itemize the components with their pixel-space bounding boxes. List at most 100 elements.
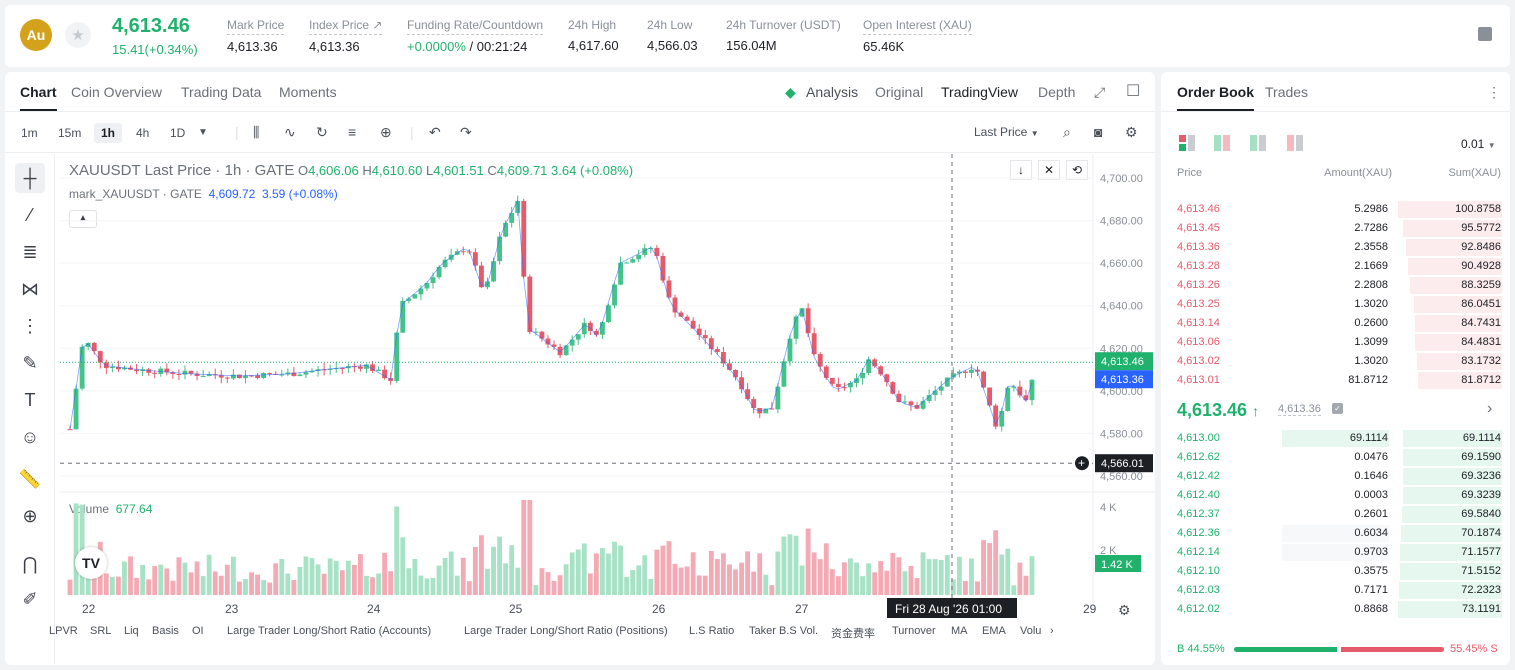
tab-chart[interactable]: Chart: [20, 84, 57, 111]
compare-icon[interactable]: ↻: [316, 124, 328, 140]
indicator-item[interactable]: OI: [192, 625, 204, 637]
ask-row[interactable]: 4,613.26 2.2808 88.3259: [1161, 276, 1510, 295]
bid-row[interactable]: 4,612.40 0.0003 69.3239: [1161, 486, 1510, 505]
ask-row[interactable]: 4,613.06 1.3099 84.4831: [1161, 333, 1510, 352]
pencil-lock-icon[interactable]: ✐: [22, 588, 38, 609]
view-asks-icon[interactable]: [1287, 135, 1303, 151]
candle-body: [575, 334, 581, 340]
ask-row[interactable]: 4,613.36 2.3558 92.8486: [1161, 238, 1510, 257]
tab-trades[interactable]: Trades: [1265, 84, 1309, 100]
bid-row[interactable]: 4,612.03 0.7171 72.2323: [1161, 581, 1510, 600]
bid-row[interactable]: 4,612.10 0.3575 71.5152: [1161, 562, 1510, 581]
pattern-tool-icon[interactable]: ⋈: [21, 278, 39, 299]
undo-icon[interactable]: ↶: [429, 124, 441, 140]
bid-row[interactable]: 4,612.02 0.8868 73.1191: [1161, 600, 1510, 619]
brush-tool-icon[interactable]: ✎: [22, 352, 38, 373]
ask-row[interactable]: 4,613.02 1.3020 83.1732: [1161, 352, 1510, 371]
candlestick-chart[interactable]: 4,700.004,680.004,660.004,640.004,620.00…: [5, 72, 1155, 665]
view-bids-icon[interactable]: [1250, 135, 1266, 151]
indicator-item[interactable]: SRL: [90, 625, 112, 637]
stat-label[interactable]: Index Price ↗: [309, 18, 383, 35]
indicator-item[interactable]: 资金费率: [831, 628, 875, 640]
stat-label[interactable]: Open Interest (XAU): [863, 18, 972, 35]
ask-row[interactable]: 4,613.28 2.1669 90.4928: [1161, 257, 1510, 276]
stat-label[interactable]: Funding Rate/Countdown: [407, 18, 544, 35]
indicator-item[interactable]: Large Trader Long/Short Ratio (Positions…: [464, 625, 668, 637]
zoom-in-tool-icon[interactable]: ⊕: [22, 505, 38, 526]
bid-row[interactable]: 4,612.36 0.6034 70.1874: [1161, 524, 1510, 543]
view-both-icon[interactable]: [1179, 135, 1195, 151]
indicator-item[interactable]: Liq: [124, 625, 139, 637]
bid-row[interactable]: 4,612.42 0.1646 69.3236: [1161, 467, 1510, 486]
tab-moments[interactable]: Moments: [279, 84, 337, 100]
indicator-item[interactable]: Large Trader Long/Short Ratio (Accounts): [227, 625, 432, 637]
tab-depth[interactable]: Depth: [1038, 84, 1076, 100]
timeframe-15m[interactable]: 15m: [58, 126, 82, 140]
ask-row[interactable]: 4,613.45 2.7286 95.5772: [1161, 219, 1510, 238]
tab-trading-data[interactable]: Trading Data: [181, 84, 262, 100]
chevron-right-icon[interactable]: ›: [1050, 625, 1054, 637]
star-icon[interactable]: ★: [65, 22, 91, 48]
bid-row[interactable]: 4,612.37 0.2601 69.5840: [1161, 505, 1510, 524]
indicator-item[interactable]: L.S Ratio: [689, 625, 735, 637]
indicators-icon[interactable]: ∿: [284, 124, 296, 140]
indicator-item[interactable]: EMA: [982, 625, 1006, 637]
row-sum: 84.4831: [1461, 336, 1501, 348]
mid-mark-price[interactable]: 4,613.36: [1278, 403, 1321, 416]
indicator-item[interactable]: MA: [951, 625, 968, 637]
ask-row[interactable]: 4,613.46 5.2986 100.8758: [1161, 200, 1510, 219]
ask-row[interactable]: 4,613.14 0.2600 84.7431: [1161, 314, 1510, 333]
indicator-item[interactable]: Basis: [152, 625, 179, 637]
tab-coin-overview[interactable]: Coin Overview: [71, 84, 163, 100]
analysis-icon[interactable]: ◆: [785, 84, 796, 100]
ask-row[interactable]: 4,613.25 1.3020 86.0451: [1161, 295, 1510, 314]
precision-select[interactable]: 0.01 ▼: [1461, 137, 1496, 151]
templates-icon[interactable]: ≡: [348, 124, 357, 140]
timeframe-dropdown-icon[interactable]: ▼: [198, 127, 208, 138]
fib-tool-icon[interactable]: ≣: [22, 241, 38, 262]
magnet-tool-icon[interactable]: ⋂: [22, 553, 38, 574]
emoji-tool-icon[interactable]: ☺: [20, 426, 40, 447]
more-options-icon[interactable]: ⋮: [1487, 84, 1501, 100]
expand-icon[interactable]: ⤢: [1094, 84, 1106, 100]
volume-bar: [727, 564, 732, 595]
bid-row[interactable]: 4,612.62 0.0476 69.1590: [1161, 448, 1510, 467]
timeframe-1m[interactable]: 1m: [21, 126, 38, 140]
window-icon[interactable]: ☐: [1126, 83, 1141, 100]
ask-row[interactable]: 4,613.01 81.8712 81.8712: [1161, 371, 1510, 390]
collapse-icon[interactable]: ✕: [1038, 160, 1060, 180]
chevron-right-icon[interactable]: ›: [1487, 400, 1493, 417]
bid-row[interactable]: 4,613.00 69.1114 69.1114: [1161, 429, 1510, 448]
tab-tradingview[interactable]: TradingView: [941, 84, 1019, 100]
indicator-item[interactable]: Turnover: [892, 625, 936, 637]
chart-settings-icon[interactable]: ⚙: [1118, 602, 1131, 618]
collapse-legend-button[interactable]: ▲: [69, 210, 97, 228]
arrow-down-icon[interactable]: ↓: [1010, 160, 1032, 180]
tab-original[interactable]: Original: [875, 84, 924, 100]
prediction-tool-icon[interactable]: ⋮: [21, 315, 39, 336]
ruler-tool-icon[interactable]: 📏: [18, 468, 42, 489]
tab-analysis[interactable]: Analysis: [806, 84, 859, 100]
fullscreen-icon[interactable]: ⟲: [1066, 160, 1088, 180]
stat-label[interactable]: Mark Price: [227, 18, 285, 35]
view-both-alt-icon[interactable]: [1214, 135, 1230, 151]
timeframe-1d[interactable]: 1D: [170, 126, 186, 140]
bid-row[interactable]: 4,612.14 0.9703 71.1577: [1161, 543, 1510, 562]
notebook-icon[interactable]: [1478, 27, 1492, 41]
add-indicator-icon[interactable]: ⊕: [380, 124, 392, 140]
search-icon[interactable]: ⌕: [1063, 124, 1071, 140]
redo-icon[interactable]: ↷: [460, 124, 472, 140]
indicator-item[interactable]: LPVR: [49, 625, 78, 637]
crosshair-tool-icon[interactable]: ┼: [15, 163, 45, 193]
text-tool-icon[interactable]: T: [24, 389, 36, 410]
price-type-select[interactable]: Last Price ▼: [974, 125, 1039, 139]
indicator-item[interactable]: Taker B.S Vol.: [749, 625, 819, 637]
timeframe-1h[interactable]: 1h: [94, 123, 123, 143]
indicator-item[interactable]: Volu: [1020, 625, 1042, 637]
camera-icon[interactable]: ◙: [1094, 124, 1103, 140]
candles-icon[interactable]: ⫼: [253, 124, 260, 140]
timeframe-4h[interactable]: 4h: [136, 126, 150, 140]
tab-order-book[interactable]: Order Book: [1177, 84, 1255, 111]
gear-icon[interactable]: ⚙: [1125, 124, 1138, 140]
trendline-tool-icon[interactable]: ⁄: [28, 204, 32, 225]
